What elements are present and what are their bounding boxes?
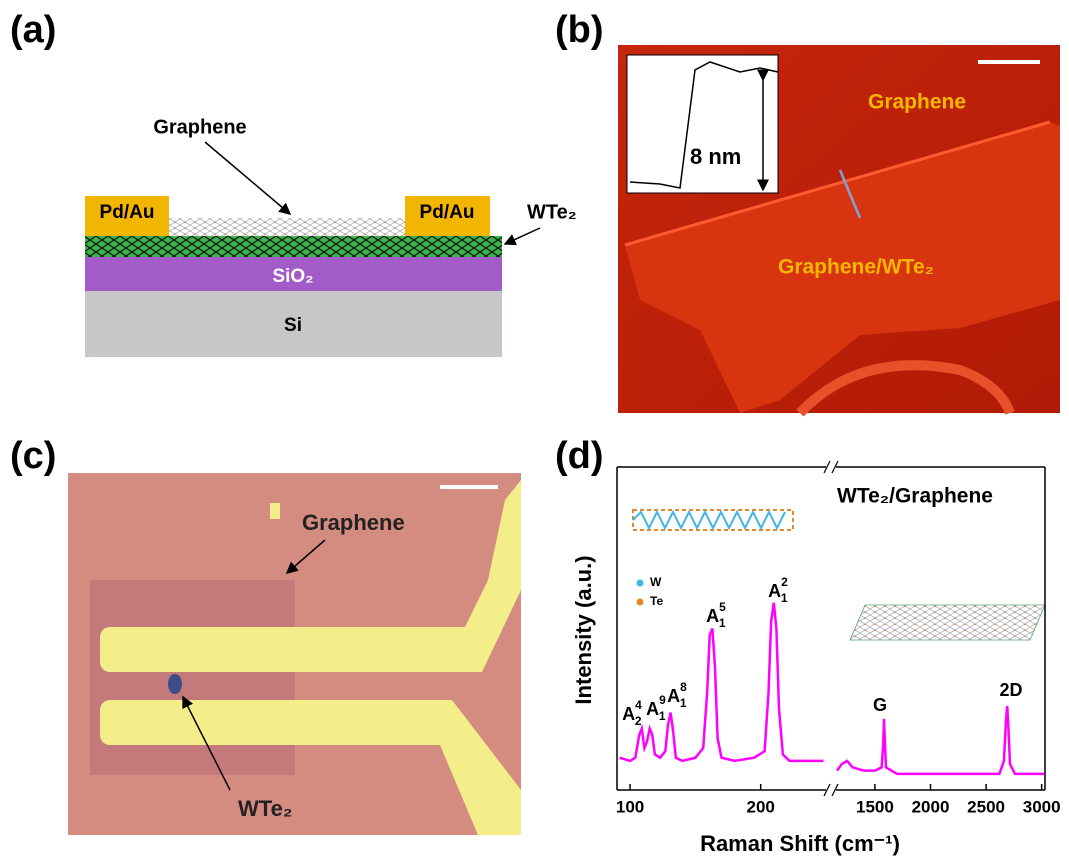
particle — [270, 503, 280, 519]
x-tick-label: 2500 — [967, 797, 1005, 816]
page: (a) Pd/Au Pd/Au SiO₂ Si Graphene WTe₂ (b… — [0, 0, 1069, 858]
peak-label: A2 1 — [768, 575, 788, 605]
electrode — [100, 627, 125, 672]
x-tick-label: 200 — [747, 797, 775, 816]
x-tick-label: 2000 — [912, 797, 950, 816]
annotation: Graphene — [153, 116, 246, 138]
peak-label-base: A — [646, 699, 659, 719]
peak-label: A4 2 — [622, 698, 642, 728]
wte2-structure — [633, 510, 793, 530]
peak-label-sub: 1 — [719, 616, 726, 630]
contact-label: Pd/Au — [420, 202, 475, 223]
axis-break — [824, 461, 838, 473]
panel-label: (b) — [555, 9, 604, 51]
peak-label: A8 1 — [667, 680, 687, 710]
peak-label-sub: 1 — [680, 696, 687, 710]
annotation: WTe₂ — [238, 796, 293, 821]
y-axis-label: Intensity (a.u.) — [571, 555, 596, 704]
peak-label-base: A — [667, 686, 680, 706]
graphene-region — [90, 580, 295, 775]
peak-label-sub: 2 — [635, 714, 642, 728]
wte2-flake — [168, 674, 182, 694]
peak-label: G — [873, 695, 887, 715]
peak-label-sup: 4 — [635, 698, 642, 712]
arrow — [205, 142, 290, 214]
panel-b: (b) 8 nm Graphene Graphene/WTe₂ — [555, 9, 1060, 413]
peak-label-base: 2D — [999, 680, 1022, 700]
legend-marker — [637, 580, 644, 587]
layer-label: Si — [284, 315, 302, 336]
x-tick-label: 1500 — [856, 797, 894, 816]
annotation: Graphene — [868, 91, 966, 114]
contact-label: Pd/Au — [100, 202, 155, 223]
panel-label: (c) — [10, 435, 56, 477]
wte2-layer — [85, 236, 502, 257]
annotation: WTe₂ — [527, 201, 577, 223]
peak-label-base: A — [622, 704, 635, 724]
spectrum — [837, 706, 1044, 774]
peak-label-base: A — [706, 606, 719, 626]
legend-label: W — [650, 575, 662, 589]
peak-label: 2D — [999, 680, 1022, 700]
peak-label-sup: 8 — [680, 680, 687, 694]
panel-label: (a) — [10, 9, 56, 51]
x-axis-label: Raman Shift (cm⁻¹) — [700, 831, 900, 856]
peak-label-sup: 9 — [659, 693, 666, 707]
peak-label-sub: 1 — [659, 709, 666, 723]
layer-label: SiO₂ — [272, 266, 313, 287]
panel-a: (a) Pd/Au Pd/Au SiO₂ Si Graphene WTe₂ — [10, 9, 577, 357]
peak-label: A5 1 — [706, 600, 726, 630]
legend-label: Te — [650, 594, 663, 608]
arrow — [505, 228, 540, 244]
x-tick-label: 3000 — [1023, 797, 1061, 816]
electrode — [100, 700, 125, 745]
graphene-structure — [850, 605, 1045, 640]
annotation: Graphene/WTe₂ — [778, 256, 934, 279]
peak-label-base: G — [873, 695, 887, 715]
axis-break — [824, 784, 838, 796]
peak-label: A9 1 — [646, 693, 666, 723]
sample-label: WTe₂/Graphene — [837, 485, 993, 508]
x-tick-label: 100 — [616, 797, 644, 816]
inset — [627, 55, 778, 193]
peak-label-sup: 5 — [719, 600, 726, 614]
figure: (a) Pd/Au Pd/Au SiO₂ Si Graphene WTe₂ (b… — [0, 0, 1069, 858]
panel-c: (c) Graphene WTe₂ — [10, 435, 521, 835]
annotation: Graphene — [302, 510, 405, 535]
peak-label-sub: 1 — [781, 591, 788, 605]
panel-label: (d) — [555, 435, 604, 477]
panel-d: (d) Intensity (a.u.) Raman Shift (cm⁻¹) … — [555, 435, 1061, 856]
peak-label-sup: 2 — [781, 575, 788, 589]
peak-label-base: A — [768, 581, 781, 601]
legend-marker — [637, 599, 644, 606]
inset-label: 8 nm — [690, 144, 741, 169]
graphene-layer — [165, 218, 410, 236]
